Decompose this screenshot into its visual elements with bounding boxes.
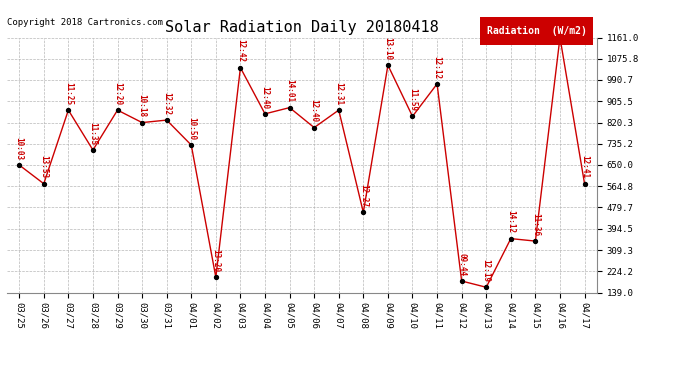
Point [505, 236, 516, 242]
Text: 11:59: 11:59 [408, 88, 417, 111]
Point [358, 209, 369, 215]
Text: 12:40: 12:40 [261, 86, 270, 109]
Text: 10:18: 10:18 [137, 94, 146, 117]
Text: 09:44: 09:44 [457, 253, 466, 276]
Text: 11:25: 11:25 [64, 82, 73, 105]
Text: 12:32: 12:32 [162, 92, 171, 115]
Text: 13:20: 13:20 [211, 249, 220, 272]
Text: Copyright 2018 Cartronics.com: Copyright 2018 Cartronics.com [7, 18, 163, 27]
Text: 14:01: 14:01 [285, 80, 294, 102]
Text: 13:10: 13:10 [384, 37, 393, 60]
Point [259, 111, 270, 117]
Point [14, 162, 25, 168]
Text: Radiation  (W/m2): Radiation (W/m2) [486, 26, 586, 36]
Text: 12:19: 12:19 [482, 259, 491, 282]
Point [407, 113, 418, 119]
Text: 12:40: 12:40 [310, 99, 319, 123]
Point [161, 117, 172, 123]
Point [579, 181, 590, 187]
Text: 12:42: 12:42 [236, 39, 245, 63]
Point [38, 181, 49, 187]
Point [284, 105, 295, 111]
Point [235, 65, 246, 71]
Point [431, 81, 442, 87]
Point [88, 147, 99, 153]
Point [308, 124, 319, 130]
Point [481, 284, 492, 290]
Title: Solar Radiation Daily 20180418: Solar Radiation Daily 20180418 [165, 20, 439, 35]
Text: 10:03: 10:03 [14, 137, 23, 160]
Point [333, 107, 344, 113]
Point [112, 107, 123, 113]
Point [210, 274, 221, 280]
Text: 12:12: 12:12 [433, 56, 442, 79]
Text: 12:27: 12:27 [359, 184, 368, 207]
Text: 11:36: 11:36 [531, 213, 540, 236]
Text: 11:35: 11:35 [88, 122, 97, 145]
Text: 13:53: 13:53 [39, 156, 48, 178]
Text: 12:41: 12:41 [580, 156, 589, 178]
Point [137, 120, 148, 126]
Point [186, 142, 197, 148]
Point [530, 238, 541, 244]
Point [456, 278, 467, 284]
Text: 14:12: 14:12 [506, 210, 515, 234]
Point [555, 34, 566, 40]
Point [63, 107, 74, 113]
Text: 12:31: 12:31 [334, 82, 343, 105]
Text: 10:50: 10:50 [187, 117, 196, 140]
Point [382, 62, 393, 68]
Text: 12:20: 12:20 [113, 82, 122, 105]
